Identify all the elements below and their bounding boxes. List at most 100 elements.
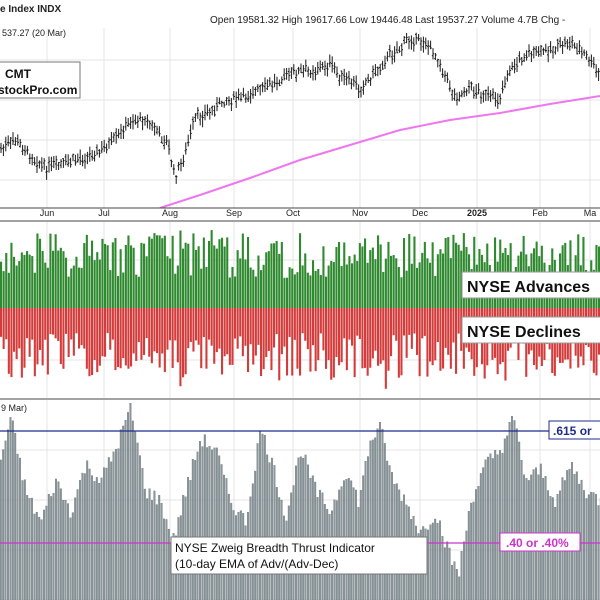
declines-bar (322, 308, 325, 351)
declines-bar (88, 308, 91, 377)
advances-bar (176, 265, 179, 308)
zweig-bar (499, 450, 501, 600)
zweig-bar (151, 500, 153, 600)
advances-bar (418, 262, 421, 308)
advances-bar (413, 236, 416, 308)
declines-bar (161, 308, 164, 354)
advances-bar (270, 243, 273, 308)
zweig-bar (215, 447, 218, 600)
advances-bar (322, 246, 325, 308)
declines-bar (218, 308, 221, 349)
zweig-bar (45, 505, 48, 600)
advances-bar (319, 275, 322, 308)
declines-bar (176, 308, 179, 363)
declines-bar (104, 308, 107, 357)
zweig-bar (47, 494, 50, 600)
advances-bar (171, 235, 174, 308)
zweig-bar (141, 468, 144, 600)
declines-bar (41, 308, 44, 366)
advances-bar (340, 266, 343, 308)
zweig-bar (74, 497, 77, 600)
zweig-bar (153, 490, 156, 600)
x-tick-label: Nov (352, 208, 369, 218)
advances-bar (2, 271, 5, 308)
zweig-bar (115, 448, 117, 600)
declines-bar (26, 308, 29, 339)
x-tick-label: Sep (226, 208, 242, 218)
advances-bar (161, 238, 164, 308)
declines-bar (309, 308, 312, 372)
zweig-bar (470, 502, 473, 600)
advances-bar (174, 273, 177, 308)
advances-bar (33, 272, 36, 308)
declines-bar (54, 308, 57, 339)
advances-bar (197, 246, 200, 308)
zweig-bar (199, 441, 201, 600)
declines-bar (189, 308, 192, 342)
declines-bar (46, 308, 49, 375)
declines-bar (455, 308, 458, 374)
advances-bar (114, 237, 117, 308)
declines-bar (117, 308, 120, 368)
advances-bar (356, 260, 359, 308)
zweig-bar (391, 472, 393, 600)
zweig-bar (2, 449, 5, 600)
advances-bar (444, 238, 447, 308)
advances-bar (416, 267, 419, 308)
advances-bar (260, 270, 263, 308)
zweig-bar (206, 447, 209, 600)
advances-bar (202, 237, 205, 308)
advances-bar (577, 234, 580, 308)
declines-bar (403, 308, 406, 336)
advances-bar (403, 238, 406, 308)
zweig-bar (496, 454, 499, 600)
advances-bar (189, 275, 192, 308)
advances-bar (434, 275, 437, 308)
zweig-bar (455, 569, 458, 600)
zweig-bar (213, 447, 216, 600)
zweig-bar (592, 492, 595, 600)
declines-bar (366, 308, 369, 376)
zweig-bar (371, 439, 374, 600)
advances-bar (364, 238, 367, 308)
declines-bar (195, 308, 198, 341)
declines-bar (395, 308, 398, 341)
declines-bar (439, 308, 442, 371)
zweig-bar (62, 500, 65, 600)
declines-bar (405, 308, 408, 358)
zweig-bar (95, 477, 98, 600)
zweig-bar (266, 454, 269, 600)
advances-bar (148, 236, 151, 308)
advances-bar (192, 233, 195, 308)
zweig-bar (100, 477, 103, 600)
zweig-bar (110, 461, 113, 600)
advances-bar (127, 235, 130, 308)
advances-bar (218, 239, 221, 308)
zweig-bar (38, 516, 41, 600)
lower-threshold-box: .40 or .40% (499, 532, 581, 552)
zweig-bar (302, 457, 305, 600)
advances-bar (382, 271, 385, 308)
advances-bar (317, 268, 320, 308)
declines-bar (106, 308, 109, 334)
advances-bar (213, 245, 216, 308)
advances-bar (247, 236, 250, 308)
declines-bar (75, 308, 78, 334)
declines-bar (80, 308, 83, 346)
declines-bar (387, 308, 390, 371)
declines-bar (28, 308, 31, 357)
zweig-bar (482, 467, 485, 600)
declines-bar (150, 308, 153, 364)
declines-bar (210, 308, 213, 346)
x-tick-label: Dec (412, 208, 429, 218)
advances-bar (400, 277, 403, 308)
declines-bar (5, 308, 8, 340)
declines-bar (314, 308, 317, 372)
zweig-bar (520, 459, 523, 600)
declines-bar (166, 308, 169, 350)
price-panel: 537.27 (20 Mar) CMT stockPro.com (0, 28, 600, 209)
advances-bar (452, 234, 455, 308)
zweig-bar (453, 561, 456, 600)
declines-bar (374, 308, 377, 351)
advances-bar (132, 247, 135, 308)
